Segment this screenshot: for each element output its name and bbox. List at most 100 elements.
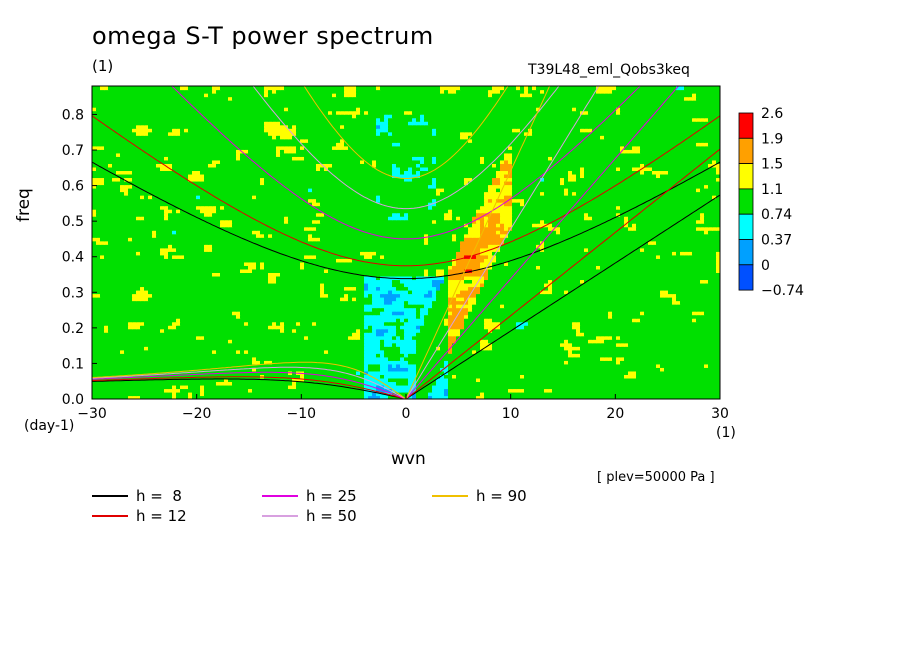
- heatmap-cell: [204, 342, 209, 347]
- heatmap-cell: [112, 325, 117, 330]
- heatmap-cell: [488, 363, 493, 368]
- heatmap-cell: [560, 384, 565, 390]
- heatmap-cell: [424, 388, 429, 393]
- heatmap-cell: [160, 356, 165, 361]
- heatmap-cell: [684, 318, 689, 323]
- heatmap-cell: [552, 374, 557, 379]
- heatmap-cell: [448, 314, 453, 319]
- heatmap-cell: [192, 286, 197, 291]
- heatmap-cell: [340, 377, 345, 383]
- heatmap-cell: [636, 304, 641, 309]
- heatmap-cell: [460, 307, 465, 312]
- heatmap-cell: [160, 318, 165, 323]
- heatmap-cell: [452, 300, 457, 305]
- heatmap-cell: [460, 384, 465, 390]
- heatmap-cell: [644, 384, 649, 390]
- heatmap-cell: [228, 363, 233, 368]
- heatmap-cell: [500, 360, 505, 365]
- heatmap-cell: [536, 286, 541, 291]
- heatmap-cell: [624, 332, 629, 337]
- heatmap-cell: [536, 335, 541, 340]
- heatmap-cell: [280, 381, 285, 386]
- heatmap-cell: [684, 293, 689, 298]
- heatmap-cell: [620, 328, 625, 333]
- heatmap-cell: [544, 356, 549, 361]
- heatmap-cell: [592, 335, 597, 340]
- heatmap-cell: [664, 325, 669, 330]
- heatmap-cell: [360, 374, 365, 379]
- heatmap-cell: [492, 349, 497, 354]
- heatmap-cell: [404, 304, 409, 309]
- heatmap-cell: [676, 356, 681, 361]
- heatmap-cell: [376, 335, 381, 340]
- heatmap-cell: [588, 349, 593, 354]
- heatmap-cell: [208, 353, 213, 358]
- heatmap-cell: [128, 297, 133, 302]
- heatmap-cell: [276, 325, 281, 330]
- heatmap-cell: [332, 346, 337, 351]
- heatmap-cell: [184, 293, 189, 298]
- heatmap-cell: [620, 388, 625, 393]
- heatmap-cell: [596, 370, 601, 375]
- heatmap-cell: [300, 349, 305, 354]
- heatmap-cell: [412, 318, 417, 323]
- heatmap-cell: [608, 321, 613, 326]
- heatmap-cell: [312, 339, 317, 344]
- heatmap-cell: [236, 346, 241, 351]
- heatmap-cell: [448, 311, 453, 316]
- heatmap-cell: [684, 370, 689, 375]
- heatmap-cell: [544, 304, 549, 309]
- heatmap-cell: [232, 286, 237, 291]
- heatmap-cell: [136, 321, 141, 326]
- heatmap-cell: [168, 370, 173, 375]
- heatmap-cell: [308, 335, 313, 340]
- heatmap-cell: [500, 300, 505, 305]
- heatmap-cell: [132, 395, 137, 399]
- heatmap-cell: [476, 307, 481, 312]
- heatmap-cell: [112, 297, 117, 302]
- heatmap-cell: [116, 395, 121, 399]
- heatmap-cell: [616, 346, 621, 351]
- heatmap-cell: [592, 356, 597, 361]
- heatmap-cell: [608, 377, 613, 383]
- heatmap-cell: [132, 314, 137, 319]
- heatmap-cell: [692, 374, 697, 379]
- heatmap-cell: [576, 318, 581, 323]
- heatmap-cell: [436, 374, 441, 379]
- heatmap-cell: [700, 363, 705, 368]
- heatmap-cell: [320, 356, 325, 361]
- heatmap-cell: [124, 384, 129, 390]
- heatmap-cell: [260, 381, 265, 386]
- heatmap-cell: [636, 332, 641, 337]
- heatmap-cell: [516, 332, 521, 337]
- heatmap-cell: [156, 367, 161, 372]
- heatmap-cell: [524, 374, 529, 379]
- heatmap-cell: [264, 328, 269, 333]
- heatmap-cell: [120, 346, 125, 351]
- heatmap-cell: [324, 339, 329, 344]
- heatmap-cell: [460, 293, 465, 298]
- heatmap-cell: [232, 342, 237, 347]
- heatmap-cell: [408, 318, 413, 323]
- heatmap-cell: [688, 314, 693, 319]
- heatmap-cell: [600, 384, 605, 390]
- heatmap-cell: [208, 300, 213, 305]
- heatmap-cell: [496, 332, 501, 337]
- heatmap-cell: [184, 307, 189, 312]
- heatmap-cell: [216, 289, 221, 295]
- heatmap-cell: [96, 395, 101, 399]
- heatmap-cell: [600, 297, 605, 302]
- heatmap-cell: [380, 356, 385, 361]
- heatmap-cell: [284, 307, 289, 312]
- heatmap-cell: [204, 286, 209, 291]
- heatmap-cell: [204, 360, 209, 365]
- heatmap-cell: [524, 293, 529, 298]
- heatmap-cell: [652, 318, 657, 323]
- heatmap-cell: [580, 356, 585, 361]
- heatmap-cell: [700, 377, 705, 383]
- heatmap-cell: [664, 300, 669, 305]
- heatmap-cell: [168, 293, 173, 298]
- heatmap-cell: [684, 381, 689, 386]
- heatmap-cell: [376, 339, 381, 344]
- heatmap-cell: [104, 297, 109, 302]
